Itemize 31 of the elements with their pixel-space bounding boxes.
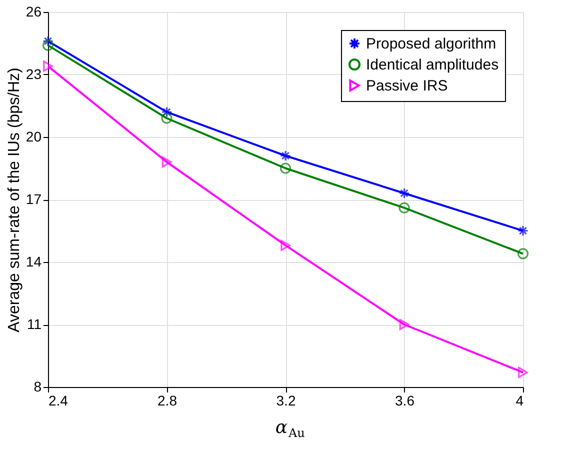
- point: [280, 150, 292, 162]
- y-tick-label: 11: [26, 316, 42, 332]
- point: [42, 36, 54, 47]
- point: [280, 240, 290, 251]
- point: [398, 188, 410, 199]
- point: [398, 202, 410, 214]
- legend-label: Passive IRS: [366, 78, 448, 94]
- point: [280, 162, 292, 174]
- point: [162, 156, 172, 168]
- point: [161, 112, 172, 124]
- y-tick-label: 26: [26, 4, 42, 20]
- y-tick-label: 17: [26, 191, 42, 207]
- point: [161, 106, 172, 118]
- point: [399, 318, 410, 330]
- point: [42, 40, 54, 51]
- legend-label: Proposed algorithm: [366, 36, 496, 52]
- x-tick-label: 3.6: [395, 392, 415, 408]
- y-tick-label: 8: [34, 378, 42, 394]
- point: [517, 248, 529, 260]
- y-axis-title: Average sum-rate of the IUs (bps/Hz): [6, 68, 23, 332]
- point: [43, 60, 53, 72]
- point: [517, 225, 529, 236]
- x-tick-label: 3.2: [276, 392, 296, 408]
- point: [518, 366, 528, 378]
- x-tick-label: 2.4: [48, 392, 68, 408]
- x-tick-label: 2.8: [158, 392, 178, 408]
- legend-label: Identical amplitudes: [366, 56, 499, 74]
- y-tick-label: 20: [26, 128, 42, 144]
- y-tick-label: 14: [26, 254, 42, 270]
- y-tick-label: 23: [26, 66, 42, 82]
- x-tick-label: 4: [516, 392, 524, 408]
